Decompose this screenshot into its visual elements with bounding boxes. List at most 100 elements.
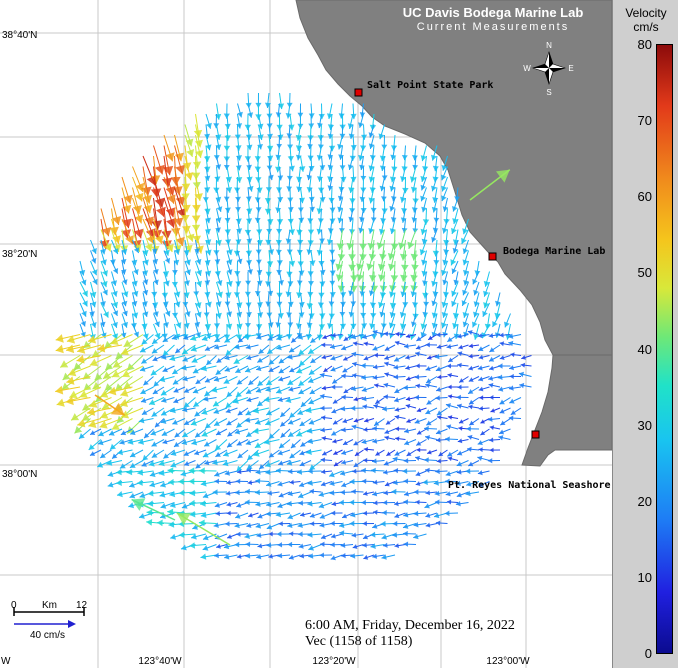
current-vector-head — [215, 511, 220, 517]
current-vector-head — [128, 502, 135, 509]
current-vector-head — [509, 373, 514, 379]
current-vector-head — [452, 206, 458, 212]
current-vectors — [55, 92, 532, 561]
current-vector-head — [100, 321, 106, 327]
current-vector-head — [233, 292, 241, 298]
current-vector-head — [112, 310, 119, 316]
current-vector-head — [451, 268, 457, 274]
current-vector-head — [104, 340, 113, 349]
current-vector-head — [169, 355, 176, 362]
current-vector-head — [265, 239, 272, 246]
current-vector-head — [362, 510, 368, 516]
current-vector-head — [327, 164, 334, 171]
current-vector-head — [254, 442, 262, 448]
current-vector-head — [267, 322, 274, 328]
current-vector-head — [401, 155, 408, 161]
current-vector-head — [213, 522, 219, 528]
current-vector-head — [61, 382, 70, 390]
current-vector-head — [510, 410, 516, 415]
current-vector-head — [467, 446, 472, 452]
current-vector-head — [119, 398, 128, 407]
current-vector-head — [298, 531, 303, 537]
current-vector-head — [255, 523, 262, 529]
current-vector-head — [236, 531, 241, 537]
station-marker-bodega[interactable] — [488, 252, 497, 261]
current-vector-head — [275, 112, 282, 118]
current-vector-head — [478, 386, 484, 392]
current-vector-head — [350, 553, 356, 559]
current-vector-head — [330, 542, 335, 548]
current-vector-head — [330, 366, 336, 372]
current-vector-head — [277, 134, 284, 140]
current-vector-head — [116, 468, 122, 476]
current-vector-head — [201, 430, 208, 437]
current-vector-head — [289, 367, 295, 373]
current-vector-head — [339, 522, 345, 529]
current-vector-head — [245, 134, 252, 140]
current-vector-head — [308, 113, 315, 119]
current-vector-head — [100, 248, 107, 255]
current-vector-head — [437, 374, 442, 380]
current-vector-head — [368, 176, 375, 183]
current-vector-head — [224, 554, 230, 560]
current-vector-head — [441, 312, 448, 318]
current-vector-head — [406, 451, 412, 456]
current-vector-head — [384, 435, 389, 441]
colorbar-tick: 30 — [637, 418, 652, 433]
station-marker-salt-point[interactable] — [354, 88, 363, 97]
current-vector-head — [150, 369, 157, 376]
current-vector-head — [316, 334, 324, 341]
current-vector-head — [351, 351, 357, 357]
current-vector-head — [348, 264, 356, 272]
current-vector-head — [137, 479, 143, 486]
lat-label-38-20: 38°20'N — [2, 249, 37, 260]
current-vector-head — [285, 397, 292, 404]
current-vector-head — [122, 204, 132, 214]
current-vector-head — [160, 503, 167, 509]
current-vector-head — [436, 458, 441, 464]
current-vector-head — [309, 389, 316, 394]
current-vector-head — [183, 334, 189, 340]
current-vector-head — [370, 531, 376, 538]
current-vector-head — [468, 365, 474, 371]
current-vector-head — [384, 481, 390, 487]
current-vector-head — [399, 332, 405, 338]
current-vector-head — [87, 335, 97, 344]
current-vector-head — [161, 397, 167, 403]
current-vector-head — [403, 384, 408, 391]
current-vector-head — [497, 374, 503, 380]
current-vector-head — [153, 381, 160, 387]
current-vector-head — [265, 469, 271, 476]
current-vector-head — [446, 424, 452, 430]
current-vector-head — [456, 469, 462, 475]
current-vector-head — [348, 311, 355, 318]
current-vector-head — [97, 343, 106, 353]
current-vector-head — [235, 239, 242, 245]
current-vector-head — [393, 374, 399, 380]
current-vector-head — [426, 378, 432, 383]
current-vector-head — [243, 333, 249, 340]
current-vector-head — [434, 490, 440, 497]
current-vector-head — [289, 479, 294, 485]
current-vector-head — [236, 379, 243, 385]
current-vector-head — [374, 420, 380, 426]
current-vector-head — [151, 348, 158, 354]
current-vector-head — [247, 269, 253, 275]
current-vector-head — [472, 321, 478, 328]
current-vector-head — [215, 217, 222, 223]
current-vector-head — [246, 522, 252, 528]
current-vector-head — [275, 249, 282, 255]
current-vector-head — [278, 368, 285, 374]
current-vector-head — [463, 269, 469, 276]
station-marker-pt-reyes[interactable] — [531, 430, 540, 439]
current-vector-head — [256, 334, 262, 340]
current-vector-head — [275, 511, 282, 518]
current-vector-head — [77, 345, 86, 354]
current-vector-head — [368, 228, 375, 234]
current-vector-head — [331, 501, 337, 507]
current-vector-head — [422, 292, 429, 299]
current-vector-head — [338, 154, 344, 160]
current-vector-head — [320, 427, 325, 433]
current-vector-head — [457, 351, 463, 357]
current-vector-head — [298, 500, 304, 506]
